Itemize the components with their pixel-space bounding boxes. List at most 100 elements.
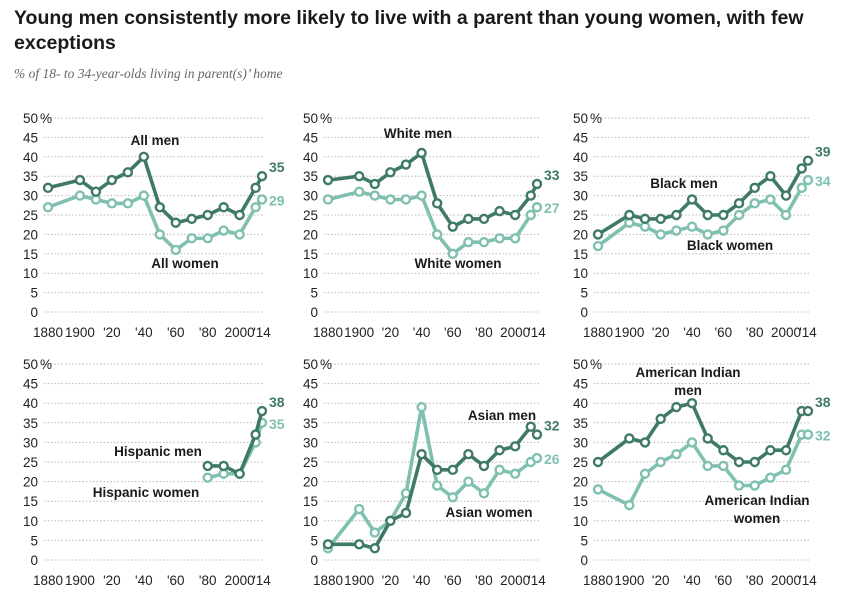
series-annotation: All women bbox=[151, 256, 219, 271]
y-tick-label: 20 bbox=[303, 475, 318, 490]
x-tick-label: 2000 bbox=[500, 573, 530, 588]
y-tick-label: 35 bbox=[573, 169, 588, 184]
data-point bbox=[509, 468, 521, 479]
data-point bbox=[431, 229, 443, 240]
series-asian-women: 26 bbox=[322, 401, 560, 554]
data-point bbox=[765, 445, 776, 456]
data-point bbox=[525, 421, 536, 432]
series-annotation: White women bbox=[415, 256, 502, 271]
data-point bbox=[353, 503, 365, 515]
y-tick-label: 45 bbox=[573, 377, 588, 392]
data-point bbox=[531, 429, 543, 440]
series-asian-men: 32 bbox=[322, 418, 560, 554]
x-tick-label: '14 bbox=[799, 573, 817, 588]
data-point bbox=[655, 413, 666, 425]
series-annotation: Hispanic men bbox=[114, 444, 202, 459]
data-point bbox=[416, 401, 427, 413]
y-tick-label: 40 bbox=[303, 396, 318, 411]
data-point bbox=[802, 155, 814, 166]
data-point bbox=[463, 213, 474, 225]
end-value-label: 38 bbox=[269, 394, 285, 410]
end-value-label: 29 bbox=[269, 192, 285, 208]
data-point bbox=[702, 229, 713, 240]
x-tick-label: 2000 bbox=[225, 573, 255, 588]
data-point bbox=[447, 221, 458, 232]
data-point bbox=[478, 236, 490, 248]
data-point bbox=[525, 209, 536, 221]
y-tick-label: 45 bbox=[303, 377, 318, 392]
x-tick-label: '60 bbox=[715, 573, 733, 588]
data-point bbox=[802, 429, 814, 440]
data-point bbox=[154, 202, 165, 213]
series-annotation: Asian men bbox=[468, 408, 536, 423]
data-point bbox=[90, 186, 102, 197]
end-value-label: 27 bbox=[544, 200, 560, 216]
x-tick-label: '40 bbox=[135, 325, 153, 340]
data-point bbox=[202, 233, 213, 244]
series-american-indian-women: 32 bbox=[592, 428, 831, 511]
y-tick-label: 5 bbox=[580, 533, 588, 548]
data-point bbox=[234, 468, 245, 479]
x-tick-label: 1900 bbox=[344, 573, 374, 588]
data-point bbox=[322, 194, 334, 205]
x-tick-label: '80 bbox=[475, 325, 493, 340]
y-tick-label: 15 bbox=[303, 494, 318, 509]
y-tick-label: 25 bbox=[573, 208, 588, 223]
x-tick-label: '40 bbox=[683, 573, 701, 588]
data-point bbox=[718, 460, 729, 472]
data-point bbox=[639, 213, 651, 225]
data-point bbox=[400, 159, 412, 170]
data-point bbox=[749, 198, 760, 209]
data-point bbox=[42, 182, 54, 194]
data-point bbox=[106, 198, 118, 209]
x-tick-label: '20 bbox=[652, 325, 670, 340]
end-value-label: 39 bbox=[815, 144, 831, 160]
data-point bbox=[250, 202, 261, 213]
y-tick-label: 35 bbox=[23, 169, 38, 184]
x-tick-label: '60 bbox=[444, 573, 462, 588]
end-value-label: 35 bbox=[269, 159, 285, 175]
data-point bbox=[256, 405, 268, 417]
series-annotation: women bbox=[733, 511, 781, 526]
x-tick-label: '40 bbox=[413, 325, 431, 340]
x-tick-label: '80 bbox=[746, 573, 764, 588]
data-point bbox=[624, 209, 635, 221]
y-tick-label: 10 bbox=[573, 266, 588, 281]
data-point bbox=[250, 429, 261, 440]
x-tick-label: '60 bbox=[167, 325, 185, 340]
x-tick-label: '60 bbox=[715, 325, 733, 340]
data-point bbox=[780, 445, 792, 456]
series-line bbox=[596, 401, 808, 464]
data-point bbox=[531, 452, 543, 464]
y-tick-label: 0 bbox=[580, 553, 588, 568]
x-tick-label: 1900 bbox=[614, 573, 644, 588]
data-point bbox=[509, 233, 521, 244]
x-tick-label: '40 bbox=[683, 325, 701, 340]
x-tick-label: 2000 bbox=[771, 325, 801, 340]
data-point bbox=[765, 472, 776, 483]
data-point bbox=[686, 398, 698, 409]
series-all-men: 35 bbox=[42, 151, 285, 228]
x-tick-label: '40 bbox=[135, 573, 153, 588]
data-point bbox=[655, 229, 666, 240]
y-tick-label: 45 bbox=[23, 377, 38, 392]
data-point bbox=[671, 209, 682, 221]
data-point bbox=[250, 182, 261, 194]
data-point bbox=[780, 464, 792, 476]
data-point bbox=[592, 456, 604, 468]
x-tick-label: '60 bbox=[444, 325, 462, 340]
data-point bbox=[749, 182, 760, 194]
y-tick-label: 25 bbox=[573, 455, 588, 470]
data-point bbox=[671, 225, 682, 236]
series-all-women: 29 bbox=[42, 190, 285, 256]
data-point bbox=[780, 209, 792, 221]
x-tick-label: 1880 bbox=[33, 325, 63, 340]
y-tick-label: 50 bbox=[303, 357, 318, 372]
series-black-men: 39 bbox=[592, 144, 831, 240]
y-tick-label: 5 bbox=[310, 286, 318, 301]
data-point bbox=[202, 460, 213, 472]
data-point bbox=[369, 543, 380, 554]
